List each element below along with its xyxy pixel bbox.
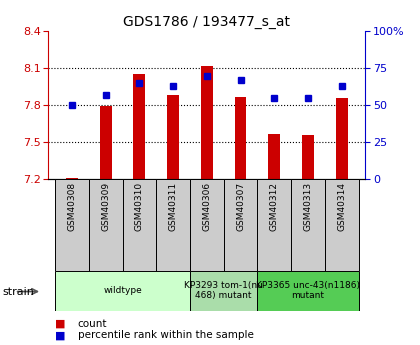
Bar (257, 179, 291, 271)
Bar (291, 179, 325, 271)
Bar (325, 179, 359, 271)
Text: KP3365 unc-43(n1186)
mutant: KP3365 unc-43(n1186) mutant (256, 281, 360, 300)
Bar (156, 179, 190, 271)
Bar (268, 134, 280, 179)
Bar (302, 135, 314, 179)
Bar (235, 97, 247, 179)
Bar (89, 179, 123, 271)
Title: GDS1786 / 193477_s_at: GDS1786 / 193477_s_at (123, 14, 290, 29)
Text: wildtype: wildtype (103, 286, 142, 295)
Text: GSM40306: GSM40306 (202, 182, 211, 231)
Text: GSM40314: GSM40314 (337, 182, 346, 231)
Bar (134, 74, 145, 179)
Bar (190, 271, 257, 310)
Text: percentile rank within the sample: percentile rank within the sample (78, 331, 254, 340)
Bar (167, 95, 179, 179)
Bar (55, 179, 89, 271)
Bar (55, 271, 190, 310)
Text: GSM40310: GSM40310 (135, 182, 144, 231)
Text: ■: ■ (55, 331, 65, 340)
Text: GSM40313: GSM40313 (304, 182, 312, 231)
Text: GSM40309: GSM40309 (101, 182, 110, 231)
Bar (100, 107, 112, 179)
Bar (201, 66, 213, 179)
Text: strain: strain (2, 287, 34, 296)
Bar (66, 178, 78, 179)
Text: GSM40308: GSM40308 (68, 182, 76, 231)
Text: GSM40307: GSM40307 (236, 182, 245, 231)
Text: KP3293 tom-1(nu
468) mutant: KP3293 tom-1(nu 468) mutant (184, 281, 263, 300)
Text: count: count (78, 319, 107, 328)
Text: GSM40312: GSM40312 (270, 182, 279, 231)
Bar (123, 179, 156, 271)
Bar (190, 179, 224, 271)
Text: GSM40311: GSM40311 (168, 182, 178, 231)
Text: ■: ■ (55, 319, 65, 328)
Bar (336, 98, 348, 179)
Bar (224, 179, 257, 271)
Bar (257, 271, 359, 310)
